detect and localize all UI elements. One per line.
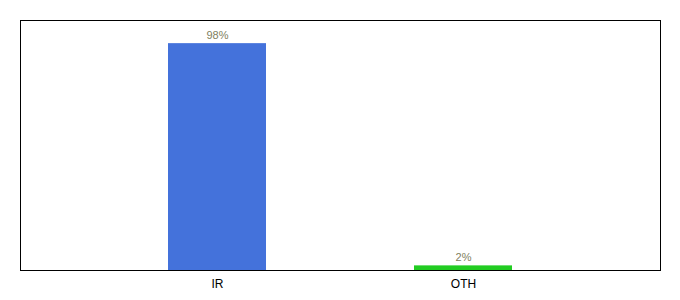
svg-text:98%: 98% [206, 29, 228, 41]
svg-text:2%: 2% [456, 251, 472, 263]
svg-text:IR: IR [212, 277, 224, 291]
svg-text:OTH: OTH [451, 277, 476, 291]
